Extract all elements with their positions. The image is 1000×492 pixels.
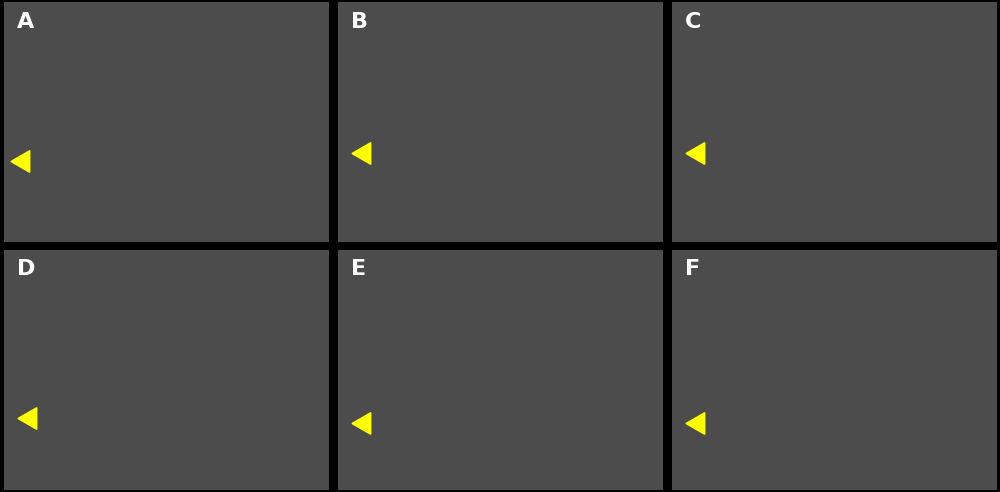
- Text: B: B: [351, 12, 368, 31]
- Text: D: D: [17, 259, 35, 279]
- Text: E: E: [351, 259, 366, 279]
- Text: C: C: [685, 12, 701, 31]
- Text: A: A: [17, 12, 34, 31]
- Text: F: F: [685, 259, 700, 279]
